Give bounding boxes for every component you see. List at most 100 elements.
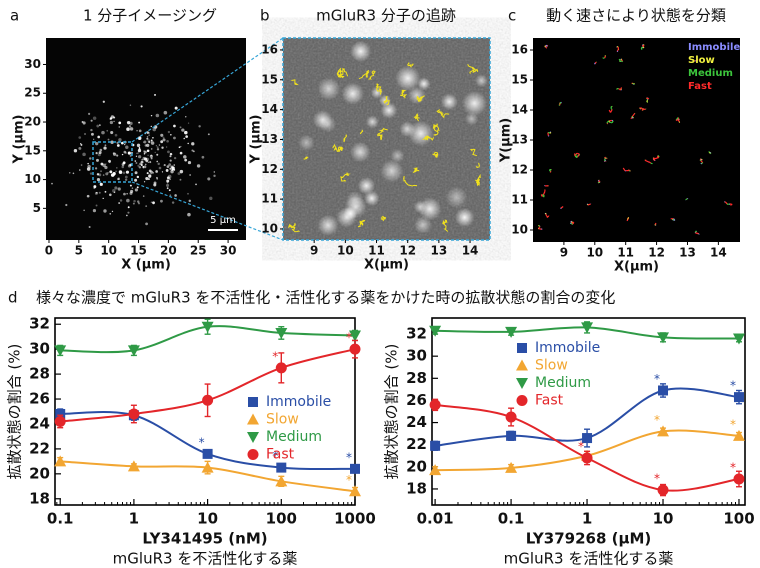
spot [184,159,187,162]
spot [181,128,184,131]
panel-label: a [10,7,19,25]
x-tick-label: 12 [399,244,416,258]
spot [100,149,103,152]
significance-mark: * [272,349,278,363]
spot [188,161,191,164]
x-axis-label: X (μm) [121,258,171,273]
spot [105,144,107,146]
spot [130,104,131,105]
spot [120,199,122,201]
spot [184,131,187,134]
spot [207,177,210,180]
spot [166,169,169,172]
panel-label: c [508,7,516,25]
blob [441,93,458,110]
x-tick-label: 11 [617,246,634,260]
spot [74,149,77,152]
spot [180,126,182,128]
spot [126,215,128,217]
spot [151,140,153,142]
spot [187,193,189,195]
blob [342,83,364,105]
track-segment [653,159,654,160]
track-segment [730,204,732,205]
marker [506,412,517,423]
spot [136,153,138,155]
panel-label: d [8,289,18,307]
spot [101,131,105,135]
spot [138,152,139,153]
x-axis-label: X(μm) [614,260,659,275]
fit-line [435,405,739,491]
y-tick-label: 20 [29,464,50,482]
track-segment [605,56,606,57]
spot [189,200,191,202]
y-tick-label: 18 [29,489,50,507]
spot [105,163,106,164]
spot [123,161,126,164]
spot [164,111,168,115]
track-segment [612,121,613,123]
x-tick-label: 0 [45,244,53,258]
x-axis-subtitle: mGluR3 を活性化する薬 [504,550,674,568]
spot [166,184,169,187]
spot [126,199,130,203]
spot [151,141,154,144]
y-tick-label: 5 [33,201,41,215]
spot [174,194,177,197]
marker [734,392,744,402]
spot [78,136,81,139]
spot [180,146,181,147]
y-tick-label: 18 [406,479,427,497]
spot [157,148,159,150]
x-tick-label: 11 [368,244,385,258]
spot [145,164,147,166]
spot [147,155,148,156]
track-segment [709,152,710,153]
spot [99,151,102,154]
blob [350,142,370,162]
spot [169,168,171,170]
blob [408,121,433,146]
spot [127,212,129,214]
spot [156,161,158,163]
y-tick-label: 32 [406,325,427,343]
spot [152,137,154,139]
blob [417,77,430,90]
x-axis-label: LY341495 (nM) [142,530,267,548]
spot [97,178,100,181]
spot [94,186,95,187]
significance-mark: * [654,372,660,386]
blob [366,115,379,128]
spot [168,175,172,179]
spot [139,130,142,133]
spot [179,146,181,148]
spot [109,194,112,197]
significance-mark: * [199,435,205,449]
x-tick-label: 0.01 [417,510,454,528]
spot [145,223,148,226]
image-panel [46,38,246,240]
x-tick-label: 1000 [334,510,376,528]
page: d 様々な濃度で mGluR3 を不活性化・活性化する薬をかけた時の拡散状態の割… [0,0,760,568]
x-tick-label: 15 [130,244,147,258]
spot [109,170,112,173]
spot [136,156,137,157]
spot [96,159,99,162]
y-tick-label: 24 [406,413,427,431]
significance-mark: * [730,417,736,431]
track-segment [548,133,549,136]
spot [112,211,113,212]
spot [141,164,143,166]
spot [90,172,92,174]
spot [96,205,98,207]
spot [170,165,173,168]
spot [147,136,149,138]
blob [317,215,338,236]
spot [198,125,200,127]
track-segment [560,102,561,104]
spot [127,121,130,124]
x-axis-subtitle: mGluR3 を不活性化する薬 [113,550,298,568]
legend-label: Immobile [688,42,740,53]
track-segment [647,98,649,99]
